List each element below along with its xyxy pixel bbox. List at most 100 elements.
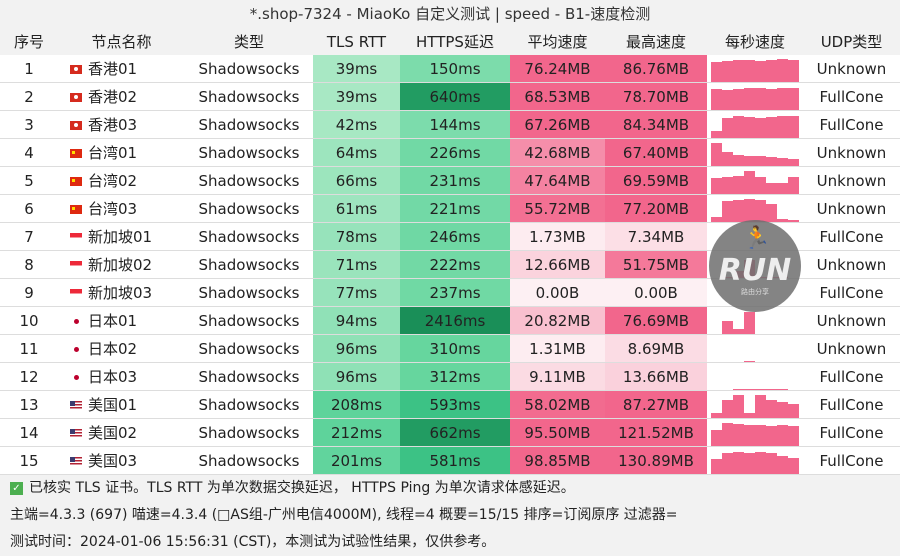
index-cell: 5 <box>0 166 58 195</box>
max-speed-cell: 13.66MB <box>605 362 707 391</box>
per-second-speed-cell <box>707 334 803 363</box>
speed-bar <box>777 401 788 418</box>
flag-us-icon <box>70 429 82 438</box>
logo-text: RUN <box>718 253 792 288</box>
run-logo: 🏃 RUN 路由分享 <box>709 220 801 312</box>
flag-us-icon <box>70 457 82 466</box>
table-row[interactable]: 11 日本02 Shadowsocks 96ms 310ms 1.31MB 8.… <box>0 334 900 363</box>
table-row[interactable]: 2 香港02 Shadowsocks 39ms 640ms 68.53MB 78… <box>0 82 900 111</box>
index-cell: 12 <box>0 362 58 391</box>
table-row[interactable]: 1 香港01 Shadowsocks 39ms 150ms 76.24MB 86… <box>0 55 900 83</box>
index-cell: 7 <box>0 222 58 251</box>
speed-bar <box>711 217 722 222</box>
node-name-cell: 台湾02 <box>58 166 185 195</box>
speed-bar <box>766 388 777 390</box>
speed-bar <box>755 388 766 390</box>
speed-bar <box>788 176 799 194</box>
https-delay-cell: 593ms <box>400 390 510 419</box>
footer-test-time: 测试时间：2024-01-06 15:56:31 (CST)，本测试为试验性结果… <box>10 534 496 550</box>
speed-bar <box>711 143 722 166</box>
table-row[interactable]: 9 新加坡03 Shadowsocks 77ms 237ms 0.00B 0.0… <box>0 278 900 307</box>
table-row[interactable]: 10 日本01 Shadowsocks 94ms 2416ms 20.82MB … <box>0 306 900 335</box>
speed-bar <box>733 89 744 110</box>
speed-bar <box>755 176 766 194</box>
node-name: 日本01 <box>88 312 138 330</box>
flag-sg-icon <box>70 233 82 242</box>
node-name: 台湾03 <box>88 200 138 218</box>
flag-hk-icon <box>70 121 82 130</box>
table-row[interactable]: 13 美国01 Shadowsocks 208ms 593ms 58.02MB … <box>0 390 900 419</box>
node-name: 美国02 <box>88 424 138 442</box>
speed-bar <box>788 426 799 446</box>
node-name-cell: 日本01 <box>58 306 185 335</box>
node-name: 香港02 <box>88 88 138 106</box>
https-delay-cell: 237ms <box>400 278 510 307</box>
speed-bar <box>733 452 744 474</box>
speed-bar <box>711 177 722 194</box>
type-cell: Shadowsocks <box>185 110 313 139</box>
flag-jp-icon <box>70 317 82 326</box>
flag-hk-icon <box>70 65 82 74</box>
node-name-cell: 新加坡03 <box>58 278 185 307</box>
udp-type-cell: FullCone <box>803 362 900 391</box>
speed-bar <box>744 60 755 82</box>
speed-bar <box>733 200 744 222</box>
table-row[interactable]: 12 日本03 Shadowsocks 96ms 312ms 9.11MB 13… <box>0 362 900 391</box>
index-cell: 11 <box>0 334 58 363</box>
node-name-cell: 日本02 <box>58 334 185 363</box>
avg-speed-cell: 98.85MB <box>510 446 605 475</box>
table-row[interactable]: 3 香港03 Shadowsocks 42ms 144ms 67.26MB 84… <box>0 110 900 139</box>
node-name-cell: 日本03 <box>58 362 185 391</box>
node-name: 新加坡02 <box>88 256 153 274</box>
column-header[interactable]: 节点名称 <box>58 28 185 55</box>
https-delay-cell: 231ms <box>400 166 510 195</box>
per-second-speed-cell <box>707 362 803 391</box>
speed-bar <box>766 426 777 446</box>
per-second-speed-cell <box>707 138 803 167</box>
column-header[interactable]: TLS RTT <box>313 28 400 55</box>
table-row[interactable]: 6 台湾03 Shadowsocks 61ms 221ms 55.72MB 77… <box>0 194 900 223</box>
table-row[interactable]: 5 台湾02 Shadowsocks 66ms 231ms 47.64MB 69… <box>0 166 900 195</box>
tls-rtt-cell: 212ms <box>313 418 400 447</box>
checkbox-icon: ✓ <box>10 481 23 495</box>
index-cell: 6 <box>0 194 58 223</box>
speed-bar <box>755 452 766 474</box>
footer-tls-note: 已核实 TLS 证书。TLS RTT 为单次数据交换延迟， HTTPS Ping… <box>29 480 575 496</box>
speed-bar <box>711 89 722 110</box>
column-header[interactable]: 最高速度 <box>605 28 707 55</box>
table-row[interactable]: 14 美国02 Shadowsocks 212ms 662ms 95.50MB … <box>0 418 900 447</box>
index-cell: 14 <box>0 418 58 447</box>
column-header[interactable]: 类型 <box>185 28 313 55</box>
https-delay-cell: 222ms <box>400 250 510 279</box>
avg-speed-cell: 42.68MB <box>510 138 605 167</box>
column-header[interactable]: 平均速度 <box>510 28 605 55</box>
type-cell: Shadowsocks <box>185 446 313 475</box>
speed-bar <box>755 425 766 446</box>
node-name-cell: 新加坡02 <box>58 250 185 279</box>
index-cell: 8 <box>0 250 58 279</box>
tls-rtt-cell: 64ms <box>313 138 400 167</box>
column-header[interactable]: HTTPS延迟 <box>400 28 510 55</box>
udp-type-cell: FullCone <box>803 418 900 447</box>
speed-bar <box>777 116 788 138</box>
tls-rtt-cell: 77ms <box>313 278 400 307</box>
window-title: *.shop-7324 - MiaoKo 自定义测试 | speed - B1-… <box>249 5 651 23</box>
avg-speed-cell: 1.73MB <box>510 222 605 251</box>
udp-type-cell: FullCone <box>803 390 900 419</box>
column-header[interactable]: 每秒速度 <box>707 28 803 55</box>
table-row[interactable]: 4 台湾01 Shadowsocks 64ms 226ms 42.68MB 67… <box>0 138 900 167</box>
speed-bar <box>722 118 733 138</box>
avg-speed-cell: 47.64MB <box>510 166 605 195</box>
column-header[interactable]: 序号 <box>0 28 58 55</box>
node-name-cell: 美国02 <box>58 418 185 447</box>
column-header[interactable]: UDP类型 <box>803 28 900 55</box>
type-cell: Shadowsocks <box>185 138 313 167</box>
table-row[interactable]: 15 美国03 Shadowsocks 201ms 581ms 98.85MB … <box>0 446 900 475</box>
node-name: 日本03 <box>88 368 138 386</box>
speed-bar <box>755 155 766 166</box>
index-cell: 4 <box>0 138 58 167</box>
type-cell: Shadowsocks <box>185 418 313 447</box>
flag-cn-icon <box>70 177 82 186</box>
avg-speed-cell: 58.02MB <box>510 390 605 419</box>
speed-bar <box>788 219 799 222</box>
